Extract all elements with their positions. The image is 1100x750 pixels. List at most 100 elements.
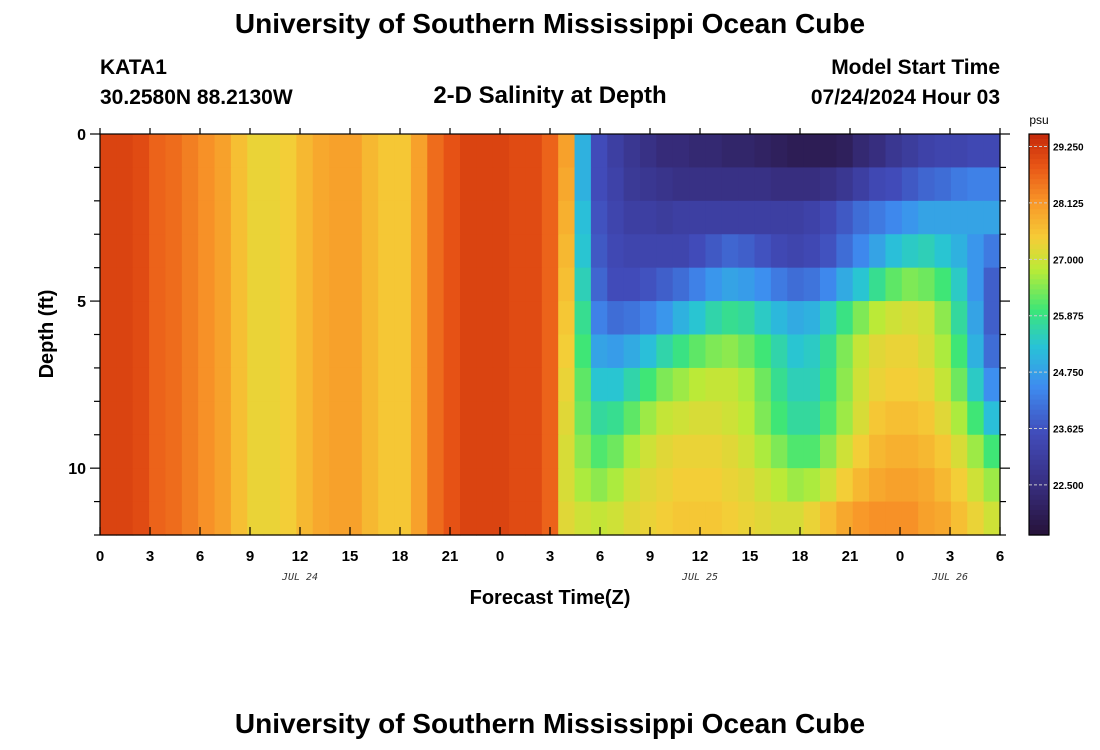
colorbar-segment [1029,189,1049,195]
heatmap-cell [869,367,887,402]
heatmap-cell [672,434,690,469]
heatmap-cell [116,134,134,169]
colorbar-segment [1029,244,1049,250]
heatmap-cell [541,167,559,202]
heatmap-cell [607,401,625,436]
heatmap-cell [934,301,952,336]
heatmap-cell [803,234,821,269]
heatmap-cell [345,334,363,369]
heatmap-cell [590,200,608,235]
heatmap-cell [378,468,396,503]
heatmap-cell [918,468,936,503]
heatmap-cell [116,301,134,336]
heatmap-cell [607,501,625,536]
x-axis: 0 3 6 9 12 15 18 21 0 3 6 9 12 15 18 21 0 3 6 JUL 24 JUL 25 J… [96,128,1004,583]
heatmap-cell [918,200,936,235]
heatmap-cell [230,267,248,302]
heatmap-cell [378,434,396,469]
heatmap-cell [345,401,363,436]
heatmap-cell [983,468,1001,503]
heatmap-cell [689,234,707,269]
heatmap-cell [100,301,117,336]
heatmap-cell [525,434,543,469]
heatmap-cell [885,401,903,436]
heatmap-cell [787,167,805,202]
heatmap-cell [509,301,527,336]
colorbar-segment [1029,264,1049,270]
heatmap-cell [820,134,837,169]
heatmap-cell [198,267,216,302]
colorbar-segment [1029,524,1049,531]
heatmap-cell [476,401,494,436]
heatmap-cell [230,301,248,336]
heatmap-cell [296,434,314,469]
heatmap-cell [460,167,477,202]
heatmap-cell [770,134,788,169]
x-tick-label: 21 [442,548,459,565]
x-tick-label: 6 [196,548,204,565]
colorbar-segment [1029,139,1049,145]
colorbar-tick-label: 27.000 [1053,255,1084,266]
heatmap-cell [983,301,1001,336]
heatmap-cell [590,501,608,536]
heatmap-cell [607,468,625,503]
heatmap-cell [852,167,870,202]
heatmap-cell [312,301,330,336]
heatmap-cell [803,334,821,369]
heatmap-cell [247,334,265,369]
colorbar-segment [1029,389,1049,396]
heatmap-cell [705,334,723,369]
heatmap-cell [280,434,297,469]
page-title: University of Southern Mississippi Ocean… [234,8,866,39]
colorbar-segment [1029,529,1049,536]
heatmap-cell [983,434,1001,469]
heatmap-cell [754,234,772,269]
colorbar-segment [1029,494,1049,501]
heatmap-cell [590,234,608,269]
heatmap-cell [214,200,232,235]
heatmap-cell [149,401,167,436]
heatmap-cell [558,267,576,302]
heatmap-cell [541,367,559,402]
heatmap-cell [623,301,641,336]
heatmap-cell [852,200,870,235]
heatmap-cell [296,468,314,503]
colorbar: 29.250 28.125 27.000 25.875 24.750 23.625 22.5… [1028,113,1084,536]
colorbar-segment [1029,274,1049,280]
heatmap-cell [165,301,183,336]
colorbar-segment [1029,214,1049,220]
heatmap-cell [820,434,837,469]
heatmap-cell [476,301,494,336]
heatmap-cell [869,434,887,469]
y-tick-label: 10 [68,461,86,478]
heatmap-cell [803,468,821,503]
colorbar-segment [1029,379,1049,386]
heatmap-cell [901,167,919,202]
heatmap-cell [247,200,265,235]
heatmap-cell [738,267,756,302]
colorbar-segment [1029,224,1049,230]
heatmap-cell [607,134,625,169]
heatmap-cell [803,200,821,235]
heatmap-cell [574,434,592,469]
colorbar-segment [1029,474,1049,481]
date-label: JUL 25 [681,572,718,583]
heatmap-cell [770,434,788,469]
heatmap-cell [181,200,199,235]
heatmap-cell [361,234,379,269]
colorbar-segment [1029,204,1049,210]
heatmap-cell [869,234,887,269]
heatmap-cell [836,200,854,235]
heatmap-cell [934,401,952,436]
heatmap-cell [934,334,952,369]
heatmap-cell [247,501,265,536]
heatmap-cell [689,267,707,302]
heatmap-cell [738,200,756,235]
heatmap-cell [574,501,592,536]
heatmap-cell [198,401,216,436]
heatmap-cell [885,468,903,503]
colorbar-segment [1029,344,1049,351]
heatmap-cell [181,501,199,536]
heatmap-cell [721,401,739,436]
heatmap-cell [394,267,412,302]
